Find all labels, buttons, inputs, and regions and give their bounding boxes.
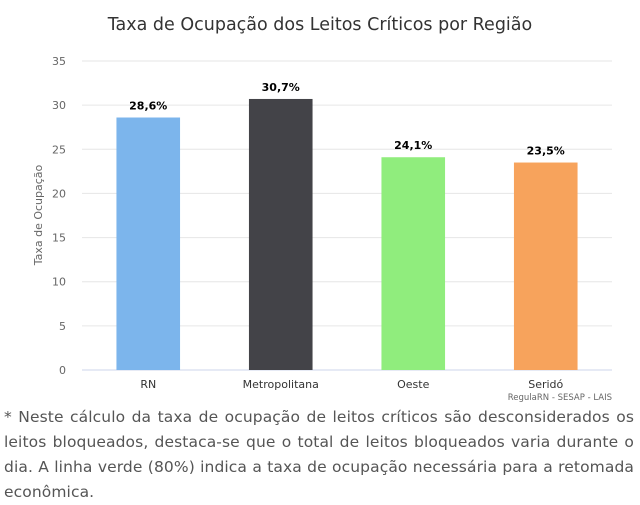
bar-metropolitana[interactable]	[248, 98, 313, 370]
chart-container: Taxa de Ocupação dos Leitos Críticos por…	[32, 15, 612, 403]
x-tick-label: Oeste	[397, 378, 429, 391]
data-label: 23,5%	[527, 145, 565, 158]
data-labels: 28,6% 30,7% 24,1% 23,5%	[129, 81, 565, 158]
x-axis-ticks: RN Metropolitana Oeste Seridó	[140, 378, 563, 391]
x-tick-label: Metropolitana	[243, 378, 319, 391]
y-tick-label: 35	[52, 55, 66, 68]
data-label: 30,7%	[262, 81, 300, 94]
chart-title: Taxa de Ocupação dos Leitos Críticos por…	[107, 15, 532, 35]
footnote-text: * Neste cálculo da taxa de ocupação de l…	[4, 408, 634, 501]
chart-credits: RegulaRN - SESAP - LAIS	[508, 393, 612, 403]
y-tick-label: 0	[59, 364, 66, 377]
bar-rn[interactable]	[116, 117, 181, 370]
y-tick-label: 5	[59, 320, 66, 333]
y-tick-label: 15	[52, 232, 66, 245]
x-tick-label: Seridó	[528, 378, 563, 391]
y-axis-label: Taxa de Ocupação	[32, 164, 45, 266]
bar-chart: Taxa de Ocupação dos Leitos Críticos por…	[32, 15, 612, 403]
y-tick-label: 10	[52, 276, 66, 289]
y-tick-label: 25	[52, 143, 66, 156]
bar-serido[interactable]	[513, 162, 578, 370]
data-label: 28,6%	[129, 100, 167, 113]
bars	[116, 98, 578, 370]
y-axis-ticks: 0 5 10 15 20 25 30 35	[52, 55, 66, 377]
x-tick-label: RN	[140, 378, 156, 391]
y-tick-label: 20	[52, 187, 66, 200]
data-label: 24,1%	[394, 139, 432, 152]
bar-oeste[interactable]	[381, 157, 446, 370]
y-tick-label: 30	[52, 99, 66, 112]
